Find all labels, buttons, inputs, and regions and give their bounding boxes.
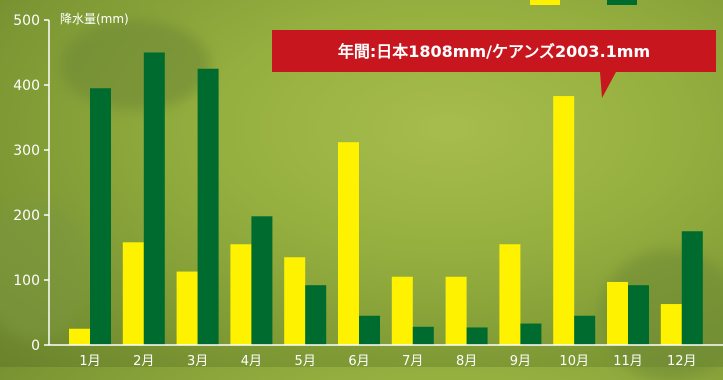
y-tick-label: 500: [13, 13, 40, 29]
bar-series-2: [90, 88, 111, 345]
bar-series-2: [681, 231, 703, 345]
bar-series-1: [553, 96, 575, 345]
bar-series-1: [69, 328, 90, 345]
x-tick-label: 3月: [187, 354, 208, 367]
precipitation-bar-chart: 0 100 200 300 400 500 降水量(mm) 1月 2月 3月 4月 5月 6月 7月 8…: [13, 0, 723, 367]
y-tick-label: 200: [13, 208, 40, 224]
x-tick-label: 8月: [456, 354, 477, 367]
bar-series-1: [122, 242, 144, 345]
background-blotch: [0, 200, 90, 340]
legend-swatch-series-2: [607, 0, 637, 5]
bar-series-1: [284, 257, 306, 345]
bar-series-2: [143, 52, 165, 345]
x-tick-label: 9月: [510, 354, 531, 367]
bar-series-2: [305, 285, 327, 345]
annotation-text: 年間:日本1808mm/ケアンズ2003.1mm: [338, 42, 650, 61]
y-axis: 0 100 200 300 400 500: [13, 13, 50, 354]
x-tick-label: 2月: [133, 354, 154, 367]
bar-series-2: [628, 285, 649, 345]
annotation-callout: 年間:日本1808mm/ケアンズ2003.1mm: [272, 30, 716, 98]
x-tick-label: 5月: [295, 354, 316, 367]
bars-group: [69, 52, 703, 345]
bar-series-1: [445, 276, 467, 345]
bar-series-2: [197, 68, 219, 345]
legend-swatch-series-1: [530, 0, 560, 5]
annotation-background: [272, 30, 716, 98]
bar-series-1: [230, 244, 252, 345]
bar-series-1: [176, 271, 198, 345]
bar-series-1: [660, 304, 682, 345]
x-tick-label: 1月: [79, 354, 100, 367]
x-tick-label: 7月: [402, 354, 423, 367]
x-tick-label: 12月: [667, 354, 697, 367]
x-tick-label: 11月: [613, 354, 643, 367]
bar-series-2: [574, 315, 596, 345]
x-axis: 1月 2月 3月 4月 5月 6月 7月 8月 9月 10月 11月 12月: [49, 344, 723, 367]
background-blotch: [60, 20, 210, 110]
bar-series-2: [520, 323, 542, 345]
x-tick-label: 4月: [241, 354, 262, 367]
x-tick-label: 10月: [559, 354, 589, 367]
bar-series-2: [359, 315, 380, 345]
x-tick-label: 6月: [348, 354, 369, 367]
y-tick-label: 0: [31, 338, 40, 354]
bar-series-1: [391, 276, 413, 345]
y-tick-label: 300: [13, 143, 40, 159]
bar-series-1: [338, 142, 359, 345]
bar-series-2: [251, 216, 273, 345]
bar-series-1: [607, 281, 628, 345]
y-tick-label: 400: [13, 78, 40, 94]
legend: [530, 0, 637, 5]
y-axis-label: 降水量(mm): [60, 12, 129, 26]
bar-series-2: [466, 327, 488, 345]
bar-series-1: [499, 244, 521, 345]
y-tick-label: 100: [13, 273, 40, 289]
bar-series-2: [412, 326, 434, 345]
